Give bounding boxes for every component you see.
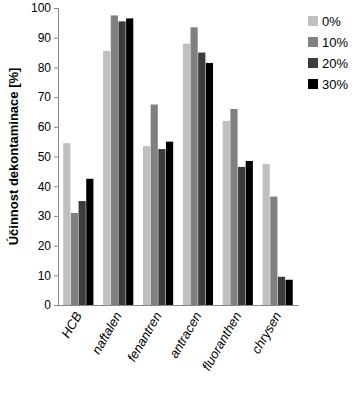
tick-label: 90 xyxy=(38,31,52,45)
axis-line xyxy=(54,9,59,306)
bars xyxy=(63,15,293,305)
bar xyxy=(183,44,190,305)
y-axis: 0 10 20 30 40 50 60 70 80 90 100 xyxy=(31,1,59,312)
bar-series xyxy=(63,44,270,305)
bar xyxy=(270,197,277,305)
tick: naftalen xyxy=(89,305,125,357)
category-label: fenantren xyxy=(124,309,164,364)
bar xyxy=(278,277,285,305)
category-label: antracen xyxy=(166,309,204,360)
tick: 10 xyxy=(38,269,58,283)
tick: 100 xyxy=(31,1,58,15)
tick: fluoranthen xyxy=(199,305,245,373)
chart: 0 10 20 30 40 50 60 70 80 90 100 HCBnaftalenfenantr… xyxy=(0,0,360,405)
category-label: HCB xyxy=(58,309,85,341)
tick-label: 70 xyxy=(38,90,52,104)
legend-item: 20% xyxy=(308,56,348,71)
plot: 0 10 20 30 40 50 60 70 80 90 100 HCBnaftalenfenantr… xyxy=(31,1,299,373)
y-axis-title: Účinnost dekontaminace [%] xyxy=(6,68,21,246)
category-label: naftalen xyxy=(89,309,125,357)
legend-label: 10% xyxy=(322,35,348,50)
bar xyxy=(246,161,253,305)
tick: 70 xyxy=(38,90,58,104)
tick-mark xyxy=(54,216,58,217)
tick-label: 20 xyxy=(38,239,52,253)
tick-mark xyxy=(54,8,58,9)
bar xyxy=(263,164,270,305)
bar xyxy=(71,213,78,305)
tick-mark xyxy=(54,157,58,158)
tick: chrysen xyxy=(248,305,284,356)
bar xyxy=(86,179,93,305)
tick: fenantren xyxy=(124,305,164,364)
tick-mark xyxy=(54,67,58,68)
bar xyxy=(223,121,230,305)
axis-line xyxy=(59,305,299,306)
tick-mark xyxy=(54,186,58,187)
bar xyxy=(191,27,198,305)
legend-label: 20% xyxy=(322,56,348,71)
tick-label: 80 xyxy=(38,61,52,75)
tick: 80 xyxy=(38,61,58,75)
tick-label: 60 xyxy=(38,120,52,134)
legend-label: 30% xyxy=(322,77,348,92)
legend-swatch xyxy=(308,37,318,47)
tick-label: 0 xyxy=(44,298,51,312)
tick-label: 100 xyxy=(31,1,51,15)
bar xyxy=(103,51,110,305)
bar xyxy=(126,18,133,305)
tick: 60 xyxy=(38,120,58,134)
tick-label: 30 xyxy=(38,209,52,223)
tick: antracen xyxy=(166,305,204,361)
bar xyxy=(151,105,158,305)
bar-series xyxy=(86,18,293,305)
tick: 20 xyxy=(38,239,58,253)
category-label: fluoranthen xyxy=(199,309,245,373)
bar xyxy=(166,142,173,305)
tick: 50 xyxy=(38,150,58,164)
bar xyxy=(118,21,125,305)
legend-swatch xyxy=(308,58,318,68)
bar xyxy=(198,53,205,305)
bar xyxy=(206,63,213,305)
bar-series xyxy=(71,15,278,305)
legend: 0% 10% 20% 30% xyxy=(308,14,348,92)
tick: 30 xyxy=(38,209,58,223)
legend-item: 10% xyxy=(308,35,348,50)
tick: HCB xyxy=(58,305,85,341)
tick-mark xyxy=(54,97,58,98)
bar xyxy=(230,109,237,305)
x-axis: HCBnaftalenfenantrenantracenfluoranthenc… xyxy=(58,305,298,373)
legend-label: 0% xyxy=(322,14,341,29)
category-label: chrysen xyxy=(248,309,284,356)
tick-mark xyxy=(54,305,58,306)
bar xyxy=(158,149,165,305)
tick-label: 40 xyxy=(38,180,52,194)
tick: 0 xyxy=(44,298,58,312)
bar-series xyxy=(79,21,286,305)
bar xyxy=(111,15,118,305)
tick-mark xyxy=(54,275,58,276)
tick: 40 xyxy=(38,180,58,194)
bar xyxy=(79,201,86,305)
bar xyxy=(238,167,245,305)
legend-swatch xyxy=(308,79,318,89)
tick-mark xyxy=(54,38,58,39)
bar xyxy=(63,143,70,305)
tick-label: 10 xyxy=(38,269,52,283)
bar xyxy=(143,146,150,305)
bar xyxy=(286,280,293,305)
tick-label: 50 xyxy=(38,150,52,164)
tick-mark xyxy=(54,127,58,128)
tick: 90 xyxy=(38,31,58,45)
tick-mark xyxy=(54,246,58,247)
legend-swatch xyxy=(308,16,318,26)
legend-item: 30% xyxy=(308,77,348,92)
legend-item: 0% xyxy=(308,14,341,29)
